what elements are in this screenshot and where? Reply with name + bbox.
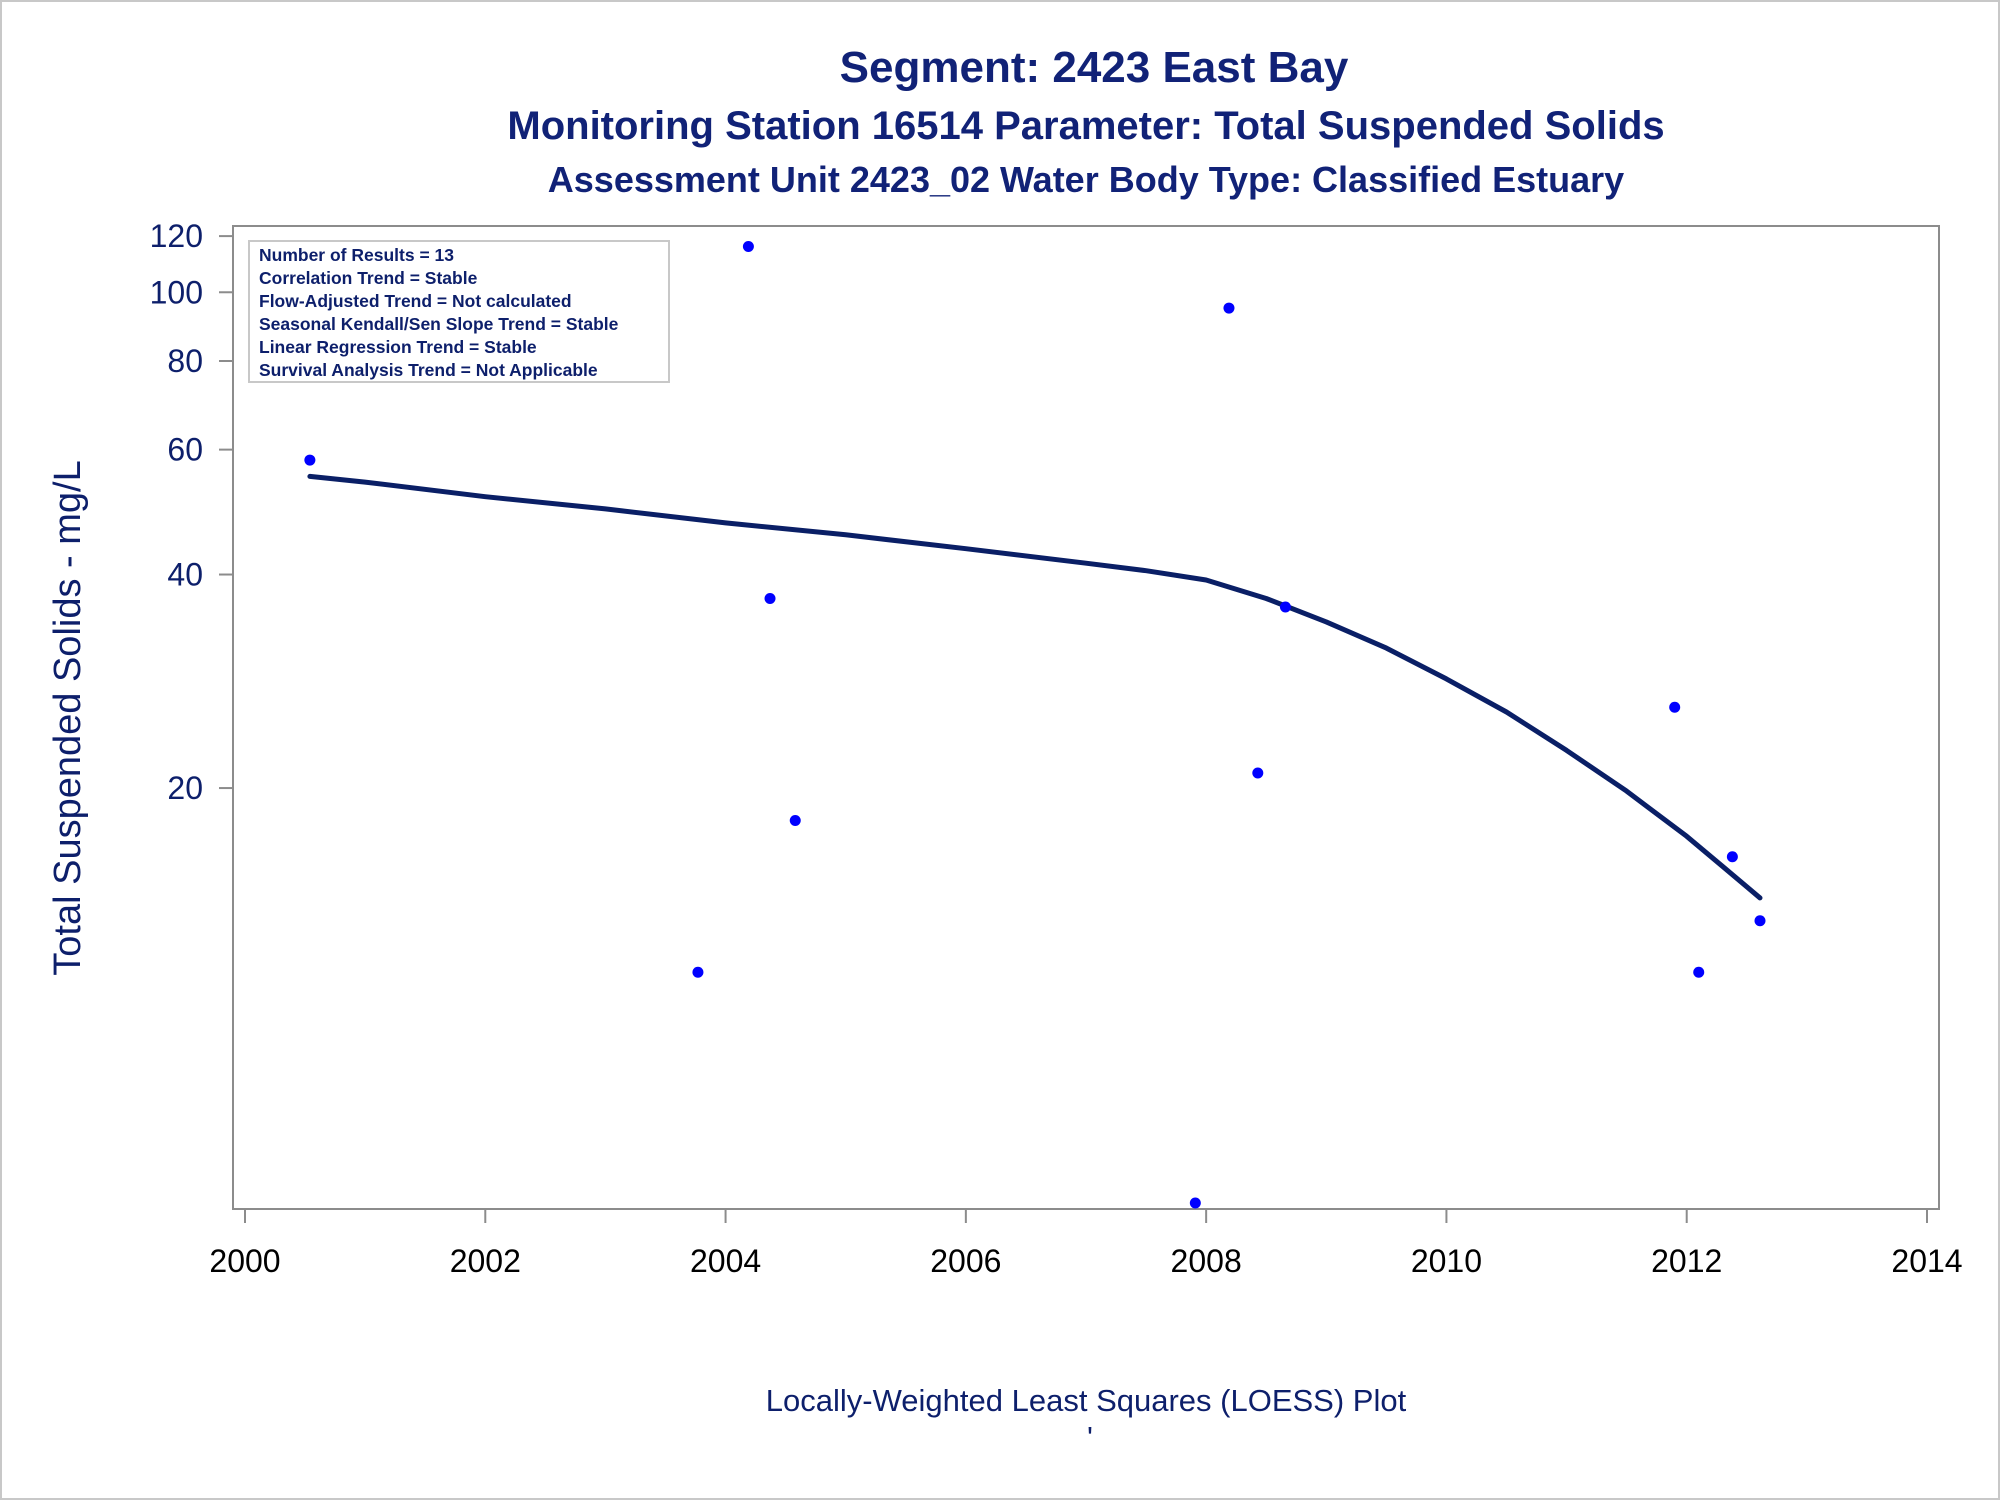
stats-line-linear-regression: Linear Regression Trend = Stable <box>259 337 537 357</box>
stats-line-seasonal-kendall: Seasonal Kendall/Sen Slope Trend = Stabl… <box>259 314 619 334</box>
stats-box: Number of Results = 13 Correlation Trend… <box>248 240 670 383</box>
loess-layer <box>307 473 1763 901</box>
chart-title: Segment: 2423 East Bay <box>840 43 1349 92</box>
y-tick-label: 40 <box>167 557 203 593</box>
x-tick-label: 2014 <box>1891 1243 1962 1279</box>
stats-box-frame <box>248 240 670 383</box>
data-point <box>764 593 776 605</box>
data-point <box>1726 851 1738 863</box>
data-point <box>1252 767 1264 779</box>
stats-line-correlation: Correlation Trend = Stable <box>259 268 478 288</box>
x-tick-label: 2008 <box>1171 1243 1242 1279</box>
x-tick-label: 2000 <box>209 1243 280 1279</box>
data-point <box>1189 1197 1201 1209</box>
loess-curve <box>307 473 1763 901</box>
x-axis: 2000 2002 2004 2006 2008 2010 2012 2014 <box>209 1209 1963 1279</box>
stats-line-results: Number of Results = 13 <box>259 245 454 265</box>
y-tick-label: 120 <box>150 218 203 254</box>
data-point <box>1223 302 1235 314</box>
data-point <box>789 815 801 827</box>
chart-subtitle-2: Assessment Unit 2423_02 Water Body Type:… <box>548 159 1624 200</box>
y-tick-label: 80 <box>167 343 203 379</box>
y-axis: 20 40 60 80 100 120 <box>150 218 233 806</box>
plot-frame <box>232 225 1940 1210</box>
y-axis-label: Total Suspended Solids - mg/L <box>47 460 89 975</box>
data-point <box>692 966 704 978</box>
x-tick-label: 2006 <box>930 1243 1001 1279</box>
footer-caption: Locally-Weighted Least Squares (LOESS) P… <box>766 1383 1407 1418</box>
data-point <box>742 241 754 253</box>
y-tick-label: 100 <box>150 274 203 310</box>
y-tick-label: 60 <box>167 432 203 468</box>
data-point <box>304 454 316 466</box>
points-layer <box>304 241 1766 1209</box>
stats-line-survival: Survival Analysis Trend = Not Applicable <box>259 360 598 380</box>
x-tick-label: 2002 <box>450 1243 521 1279</box>
x-tick-label: 2004 <box>690 1243 761 1279</box>
data-point <box>1693 966 1705 978</box>
footer-mark: ' <box>1087 1420 1093 1455</box>
data-point <box>1754 915 1766 927</box>
x-tick-label: 2012 <box>1651 1243 1722 1279</box>
y-tick-label: 20 <box>167 770 203 806</box>
stats-line-flow-adjusted: Flow-Adjusted Trend = Not calculated <box>259 291 572 311</box>
data-point <box>1669 701 1681 713</box>
x-tick-label: 2010 <box>1411 1243 1482 1279</box>
data-point <box>1279 601 1291 613</box>
chart-subtitle: Monitoring Station 16514 Parameter: Tota… <box>507 104 1664 148</box>
